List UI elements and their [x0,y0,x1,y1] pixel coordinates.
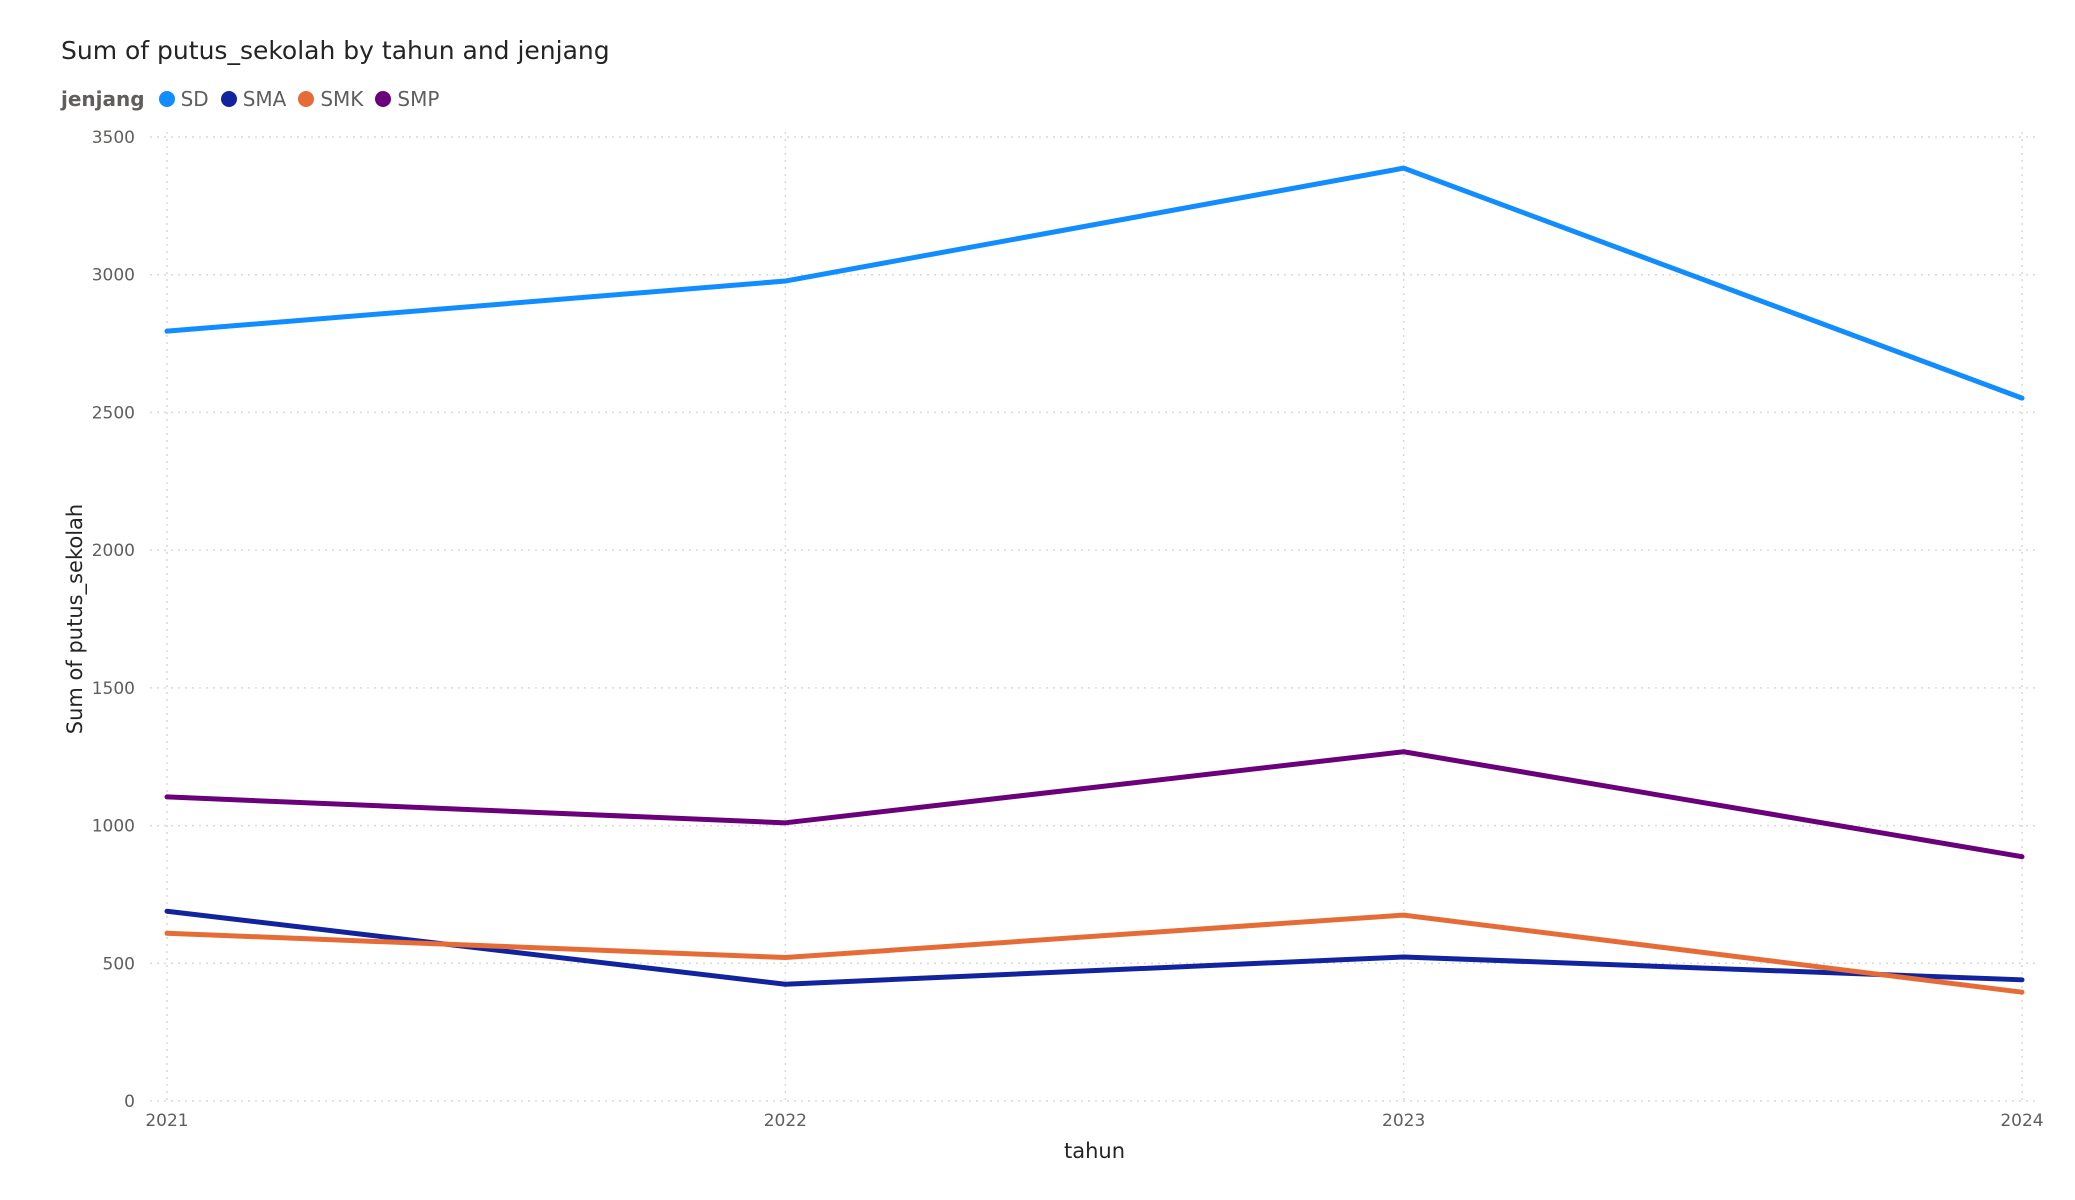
legend-marker-smp [375,91,392,107]
series-line-smp [164,749,2025,860]
legend: jenjang SD SMA SMK SMP [61,86,451,112]
gridlines [150,132,2040,1102]
x-tick-label: 2023 [1382,1111,1425,1131]
series-lines [164,165,2025,995]
y-tick-label: 2000 [92,541,135,561]
legend-label-sma: SMA [242,87,287,111]
x-tick-label: 2021 [145,1111,188,1131]
y-axis-title: Sum of putus_sekolah [63,504,88,734]
x-tick-label: 2022 [764,1111,807,1131]
series-line-smk [164,912,2025,995]
legend-marker-sd [158,91,175,107]
y-axis-ticks: 0 500 1000 1500 2000 2500 3000 3500 [92,128,135,1112]
y-tick-label: 3000 [92,266,135,286]
chart-title: Sum of putus_sekolah by tahun and jenjan… [61,36,610,65]
y-tick-label: 1000 [92,817,135,837]
legend-label-sd: SD [180,87,209,111]
legend-label-smp: SMP [397,87,440,111]
x-tick-label: 2024 [2000,1111,2043,1131]
legend-title: jenjang [61,87,145,111]
y-tick-label: 0 [124,1092,135,1112]
y-tick-label: 3500 [92,128,135,148]
series-line-sd [164,165,2025,401]
y-tick-label: 1500 [92,679,135,699]
x-axis-title: tahun [1064,1139,1125,1163]
y-tick-label: 500 [103,954,135,974]
x-axis-ticks: 2021 2022 2023 2024 [145,1111,2043,1131]
legend-item-smp[interactable]: SMP [375,87,439,111]
legend-item-sd[interactable]: SD [158,87,209,111]
legend-marker-smk [298,91,315,107]
y-tick-label: 2500 [92,403,135,423]
legend-item-sma[interactable]: SMA [220,87,287,111]
series-line-sma [164,908,2025,987]
legend-label-smk: SMK [320,87,364,111]
legend-item-smk[interactable]: SMK [298,87,363,111]
legend-marker-sma [220,91,237,107]
